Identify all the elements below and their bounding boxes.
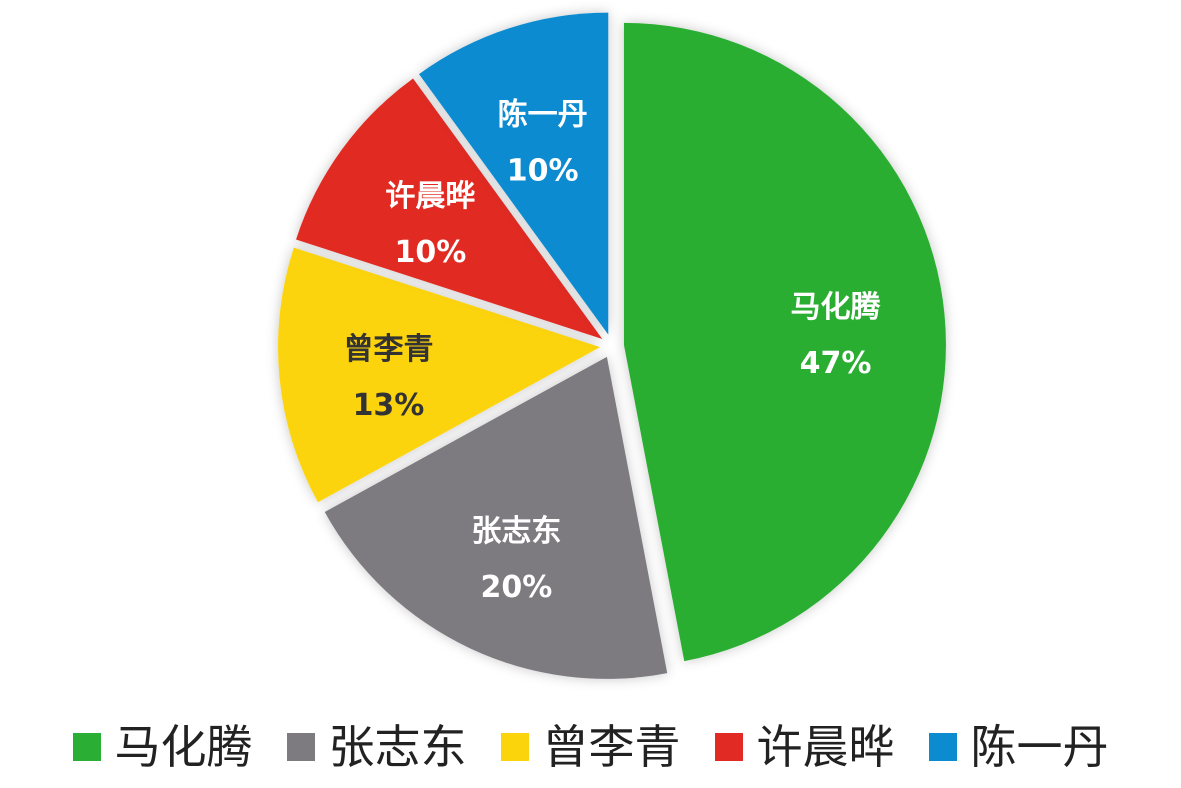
legend-label: 陈一丹 bbox=[970, 720, 1109, 774]
pie-slice-3 bbox=[278, 247, 601, 503]
legend-swatch bbox=[500, 733, 529, 761]
slice-name-label: 陈一丹 bbox=[498, 97, 588, 132]
pie-slice-4 bbox=[296, 78, 603, 339]
legend: 马化腾 张志东 曾李青 许晨晔 陈一丹 bbox=[0, 712, 1181, 782]
legend-item: 许晨晔 bbox=[714, 720, 895, 774]
legend-label: 许晨晔 bbox=[756, 720, 895, 774]
legend-item: 陈一丹 bbox=[928, 720, 1109, 774]
legend-swatch bbox=[72, 733, 101, 761]
slice-name-label: 曾李青 bbox=[343, 332, 433, 367]
legend-label: 马化腾 bbox=[114, 720, 253, 774]
legend-item: 张志东 bbox=[286, 720, 467, 774]
legend-item: 马化腾 bbox=[72, 720, 253, 774]
slice-percent-label: 13% bbox=[353, 388, 425, 423]
legend-label: 曾李青 bbox=[542, 720, 681, 774]
slice-name-label: 张志东 bbox=[471, 514, 561, 549]
legend-swatch bbox=[928, 733, 957, 761]
slice-percent-label: 10% bbox=[507, 153, 579, 188]
pie-slice-2 bbox=[324, 356, 668, 679]
slice-percent-label: 47% bbox=[800, 346, 872, 381]
slice-name-label: 马化腾 bbox=[791, 290, 882, 325]
legend-item: 曾李青 bbox=[500, 720, 681, 774]
pie-chart: 马化腾 47% 张志东 20% 曾李青 13% 许晨晔 10% 陈一丹 10% bbox=[278, 12, 946, 679]
slice-percent-label: 20% bbox=[480, 570, 552, 605]
slice-percent-label: 10% bbox=[394, 235, 466, 270]
pie-slice-5 bbox=[419, 12, 609, 335]
pie-slice-1 bbox=[623, 22, 946, 662]
legend-label: 张志东 bbox=[328, 720, 467, 774]
legend-swatch bbox=[714, 733, 743, 761]
slice-name-label: 许晨晔 bbox=[385, 179, 475, 214]
legend-swatch bbox=[286, 733, 315, 761]
